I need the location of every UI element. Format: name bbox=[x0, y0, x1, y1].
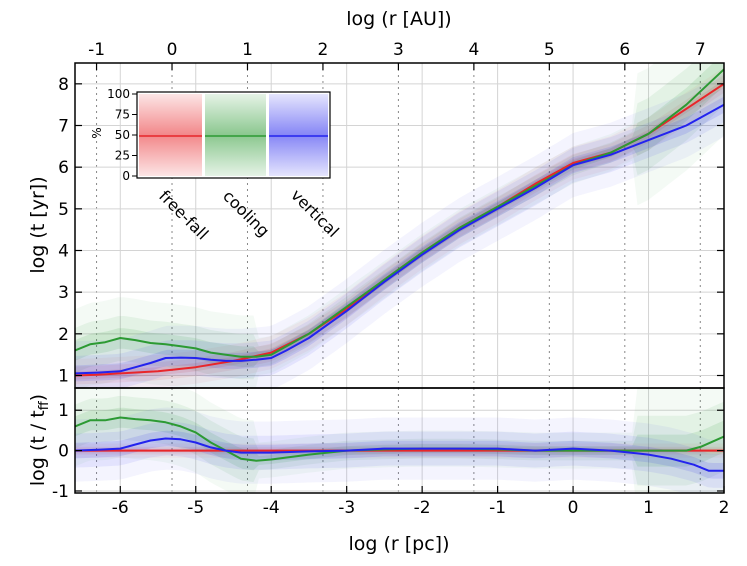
y-axis-label-bottom-close: ) bbox=[27, 394, 49, 401]
legend-tick-label: 25 bbox=[115, 149, 130, 163]
y-axis-label-top: log (t [yr]) bbox=[27, 176, 49, 273]
y-tick-label: -1 bbox=[52, 482, 69, 502]
x-top-tick-label: -1 bbox=[88, 40, 105, 60]
top-panel-lines bbox=[75, 68, 724, 377]
bottom-panel-bands bbox=[75, 388, 724, 493]
legend-swatch-free-fall bbox=[139, 94, 202, 176]
legend-label-free-fall: free-fall bbox=[155, 186, 212, 243]
y-tick-label: 4 bbox=[58, 242, 69, 262]
top-band-mid-vertical bbox=[75, 87, 724, 388]
y-axis-label-bottom-sub: ff bbox=[37, 400, 52, 410]
x-tick-label: -2 bbox=[414, 498, 431, 518]
legend-ticks: 0 25 50 75 100 bbox=[107, 87, 137, 183]
bottom-band-outer-cooling bbox=[75, 388, 724, 493]
y-tick-label: 0 bbox=[58, 442, 69, 462]
legend-tick-label: 0 bbox=[122, 169, 130, 183]
bottom-band-mid-cooling bbox=[75, 396, 724, 486]
y-tick-label: 2 bbox=[58, 325, 69, 345]
legend-label-vertical: vertical bbox=[287, 185, 343, 241]
x-tick-label: -5 bbox=[187, 498, 204, 518]
x-tick-label: -1 bbox=[489, 498, 506, 518]
legend-swatch-cooling bbox=[205, 94, 266, 176]
x-tick-label: 0 bbox=[568, 498, 579, 518]
x-top-tick-label: 2 bbox=[318, 40, 329, 60]
legend-tick-label: 75 bbox=[115, 108, 130, 122]
top-band-outer-vertical bbox=[75, 72, 724, 388]
x-tick-label: 1 bbox=[643, 498, 654, 518]
bottom-band-inner-vertical bbox=[75, 430, 724, 479]
y-axis-label-bottom-main: log (t / t bbox=[27, 410, 49, 486]
x-top-tick-label: 0 bbox=[167, 40, 178, 60]
legend-swatch-vertical bbox=[269, 94, 328, 176]
x-tick-label: 2 bbox=[719, 498, 730, 518]
top-band-outer-cooling bbox=[75, 63, 724, 388]
x-top-tick-label: 6 bbox=[619, 40, 630, 60]
x-tick-label: -6 bbox=[112, 498, 129, 518]
x-top-tick-label: 4 bbox=[468, 40, 479, 60]
bottom-panel-lines bbox=[75, 416, 724, 472]
top-panel-bands bbox=[75, 63, 724, 388]
x-tick-label: -4 bbox=[263, 498, 280, 518]
y-tick-label: 1 bbox=[58, 401, 69, 421]
x-top-axis-label: log (r [AU]) bbox=[346, 8, 451, 30]
top-band-inner-vertical bbox=[75, 96, 724, 382]
y-tick-label: 5 bbox=[58, 200, 69, 220]
bottom-band-mid-vertical bbox=[75, 421, 724, 488]
y-tick-label: 6 bbox=[58, 158, 69, 178]
top-band-mid-cooling bbox=[75, 63, 724, 380]
y-tick-label: 8 bbox=[58, 75, 69, 95]
legend-tick-label: 100 bbox=[107, 87, 130, 101]
legend-label-cooling: cooling bbox=[219, 186, 273, 240]
x-axis-label: log (r [pc]) bbox=[348, 533, 449, 555]
x-top-tick-label: 7 bbox=[695, 40, 706, 60]
y-tick-label: 3 bbox=[58, 283, 69, 303]
legend: % 0 25 50 75 100 free-fall cooling vertical bbox=[90, 87, 343, 243]
top-band-inner-cooling bbox=[75, 63, 724, 368]
top-band-outer-free-fall bbox=[75, 67, 724, 388]
y-tick-label: 7 bbox=[58, 117, 69, 137]
axis-ticks: -6 -5 -4 -3 -2 -1 0 1 2 -1 0 1 2 3 4 5 6 7 1 2 3 4 5 6 7 8 -1 0 1 bbox=[52, 40, 729, 518]
legend-tick-label: 50 bbox=[115, 128, 130, 142]
x-top-tick-label: 3 bbox=[393, 40, 404, 60]
legend-ylabel: % bbox=[90, 127, 104, 138]
x-top-tick-label: 1 bbox=[242, 40, 253, 60]
y-axis-label-bottom: log (t / tff) bbox=[27, 394, 52, 486]
x-top-tick-label: 5 bbox=[544, 40, 555, 60]
y-tick-label: 1 bbox=[58, 367, 69, 387]
top-line-vertical bbox=[75, 103, 724, 375]
bottom-band-inner-cooling bbox=[75, 407, 724, 471]
x-tick-label: -3 bbox=[338, 498, 355, 518]
bottom-line-vertical bbox=[75, 437, 724, 472]
bottom-panel-frame bbox=[74, 387, 725, 494]
